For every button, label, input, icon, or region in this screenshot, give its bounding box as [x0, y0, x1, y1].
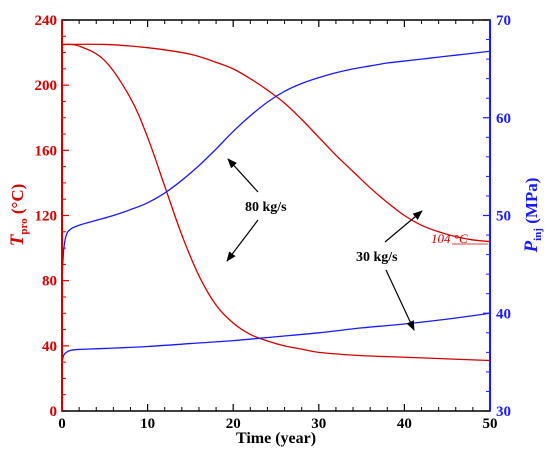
plot-frame	[61, 19, 491, 412]
series-layer	[61, 43, 491, 363]
right-y-tick-label: 60	[496, 111, 511, 127]
x-axis-title: Time (year)	[236, 430, 316, 447]
series-line-2	[61, 43, 491, 243]
left-y-tick-label: 120	[35, 209, 58, 225]
right-axis-title: Pinj (MPa)	[521, 178, 544, 254]
arrow-80-down	[226, 219, 259, 262]
right-y-tick-label: 30	[496, 404, 511, 420]
left-y-tick-label: 240	[35, 13, 58, 29]
left-y-tick-label: 160	[35, 143, 58, 159]
arrow-30-up	[384, 210, 423, 243]
arrow-30-down	[385, 269, 415, 331]
right-y-tick-label: 50	[496, 209, 511, 225]
left-y-tick-label: 200	[35, 78, 58, 94]
x-tick-label: 50	[483, 416, 498, 432]
x-tick-label: 10	[140, 416, 155, 432]
left-axis-title-main: T	[7, 233, 28, 246]
tick-labels-layer: 0 10 20 30 40 50 0 40 80 120 160 200 240 30 40 50 60 70	[35, 13, 512, 432]
right-axis-title-main: P	[521, 240, 542, 253]
arrow-80-up	[227, 158, 259, 193]
annotations: 80 kg/s 30 kg/s 104 °C	[226, 158, 488, 331]
series-line-3	[61, 50, 491, 280]
label-104c: 104 °C	[431, 231, 468, 246]
left-axis-title-sub: pro	[18, 218, 30, 235]
left-axis-title: Tpro (°C)	[7, 184, 30, 247]
right-y-tick-label: 70	[496, 13, 511, 29]
right-axis-title-unit: (MPa)	[522, 178, 541, 229]
series-line-4	[61, 312, 491, 363]
right-axis-title-sub: inj	[532, 228, 544, 241]
x-tick-label: 20	[226, 416, 241, 432]
left-y-tick-label: 80	[42, 274, 57, 290]
x-tick-label: 40	[397, 416, 412, 432]
x-tick-label: 30	[311, 416, 326, 432]
series-line-1	[61, 43, 491, 362]
left-y-tick-label: 40	[42, 339, 57, 355]
right-y-tick-label: 40	[496, 306, 511, 322]
ticks-layer	[61, 19, 491, 412]
label-30-kgs: 30 kg/s	[356, 250, 398, 265]
left-y-tick-label: 0	[50, 404, 58, 420]
x-tick-label: 0	[58, 416, 66, 432]
label-80-kgs: 80 kg/s	[245, 200, 287, 215]
left-axis-title-unit: (°C)	[8, 184, 27, 219]
